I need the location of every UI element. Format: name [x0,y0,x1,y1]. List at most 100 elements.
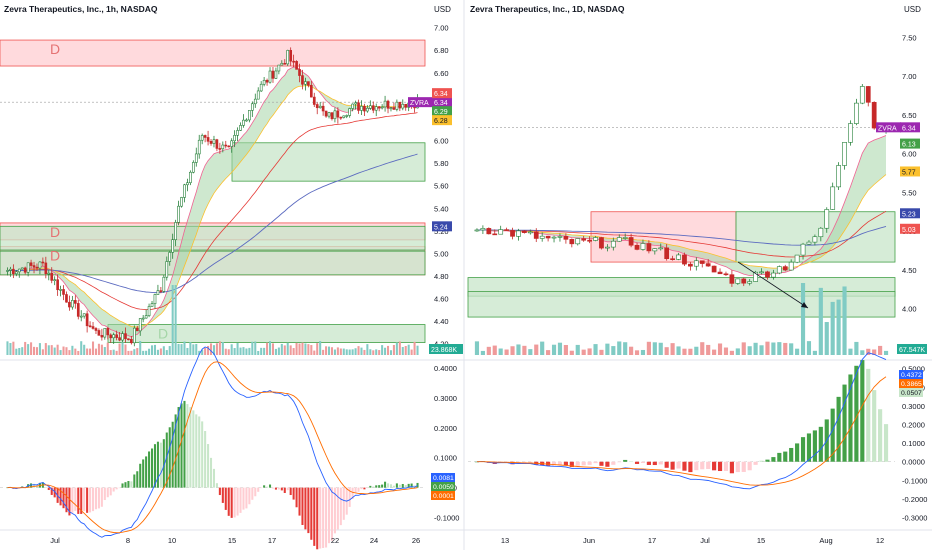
left-volume-bar [313,350,316,355]
left-candle [109,334,113,339]
left-macd-histogram-bar [271,487,275,489]
left-candle [301,75,304,85]
right-volume-bar [480,350,485,355]
right-candle [539,235,545,239]
left-volume-bar [407,344,410,355]
left-macd-badge [431,482,455,491]
left-candle [171,239,175,253]
left-volume-bar [189,342,192,355]
right-candle [688,263,693,267]
left-volume-bar [30,342,33,355]
left-volume-bar [86,348,89,355]
right-macd-histogram-bar [735,461,740,473]
left-price-badge [432,97,452,108]
left-volume-bar [395,342,398,355]
left-volume-bar [27,344,30,355]
right-candle [676,254,681,260]
left-volume-bar [59,350,62,355]
left-candle [371,105,375,111]
left-macd-histogram-bar [209,457,213,488]
left-candle [295,61,298,70]
left-candle [124,333,127,340]
right-volume-bar [623,342,628,355]
right-macd-histogram-bar [634,461,640,464]
left-macd-histogram-bar [186,404,189,488]
left-macd-histogram-bar [307,487,310,534]
left-volume-bar [91,341,95,355]
right-macd-histogram-bar [569,461,574,468]
left-candle [342,115,346,118]
left-volume-bar [150,345,154,355]
left-ema-ribbon [7,67,418,337]
left-macd-histogram-bar [301,487,304,525]
right-price-badge [900,122,920,133]
left-candle [283,63,287,65]
right-macd-badge-text: 0.0507 [901,390,922,397]
left-macd-histogram-bar [354,487,357,493]
right-macd-histogram-bar [872,390,877,462]
left-volume-bar [153,344,157,355]
left-volume-bar [401,346,404,355]
left-candle [250,103,254,111]
right-time-label: 12 [876,536,884,545]
left-macd-histogram-bar [100,487,103,507]
left-macd-histogram-bar [274,487,277,490]
right-macd-histogram-bar [652,461,657,466]
right-volume-bar [652,342,657,355]
left-macd-histogram-bar [180,403,183,488]
right-price-badge-text: 5.77 [902,169,916,176]
left-candle [245,119,248,122]
right-macd-histogram-bar [557,461,563,465]
left-candle [103,328,107,338]
left-macd-histogram-bar [136,471,139,488]
left-volume-bar [274,348,277,355]
left-macd-histogram-bar [218,487,221,496]
left-volume-bar [375,349,378,355]
right-candle [705,263,711,267]
left-candle [253,98,257,105]
left-candle [115,334,118,338]
left-macd-histogram-bar [257,487,260,492]
right-volume-label: 67.547K [899,347,925,354]
left-zone-label: D [158,326,168,342]
left-volume-bar [77,350,80,355]
right-volume-bar [575,344,580,355]
left-candle [363,105,366,112]
left-supply-zone [0,39,426,67]
left-candle [9,268,12,271]
left-macd-badge-text: 0.0059 [433,484,454,491]
right-candle [652,248,658,252]
left-volume-bar [310,345,313,355]
left-candle [186,182,189,186]
right-macd-histogram-bar [528,461,533,463]
right-volume-bar [688,348,693,355]
left-candle [221,144,225,150]
right-macd-histogram-bar [789,447,794,462]
right-volume-bar [658,342,663,355]
right-candle [670,258,675,260]
left-candle [197,139,201,155]
left-volume-bar [392,344,395,355]
left-volume-bar [41,349,44,355]
right-macd-histogram-bar [664,461,669,468]
right-macd-histogram-bar [783,451,788,462]
left-candle [398,101,402,109]
left-candle [339,116,343,119]
right-volume-bar [854,341,859,355]
left-volume-bar [53,347,56,355]
left-macd-histogram-bar [171,421,174,488]
right-volume-bar [830,301,835,355]
left-macd-histogram-bar [277,487,280,490]
left-candle [233,135,236,142]
right-price-badge-text: 6.34 [902,125,916,132]
right-macd-histogram-bar [700,461,705,470]
left-macd-histogram-bar [118,487,121,489]
left-candle [23,267,27,273]
left-candle [174,222,177,240]
left-candle [327,112,331,117]
left-candle [150,303,154,307]
left-candle [366,107,369,112]
left-macd-histogram-bar [103,487,106,501]
left-volume-bar [357,346,360,355]
right-macd-histogram-bar [640,461,646,464]
